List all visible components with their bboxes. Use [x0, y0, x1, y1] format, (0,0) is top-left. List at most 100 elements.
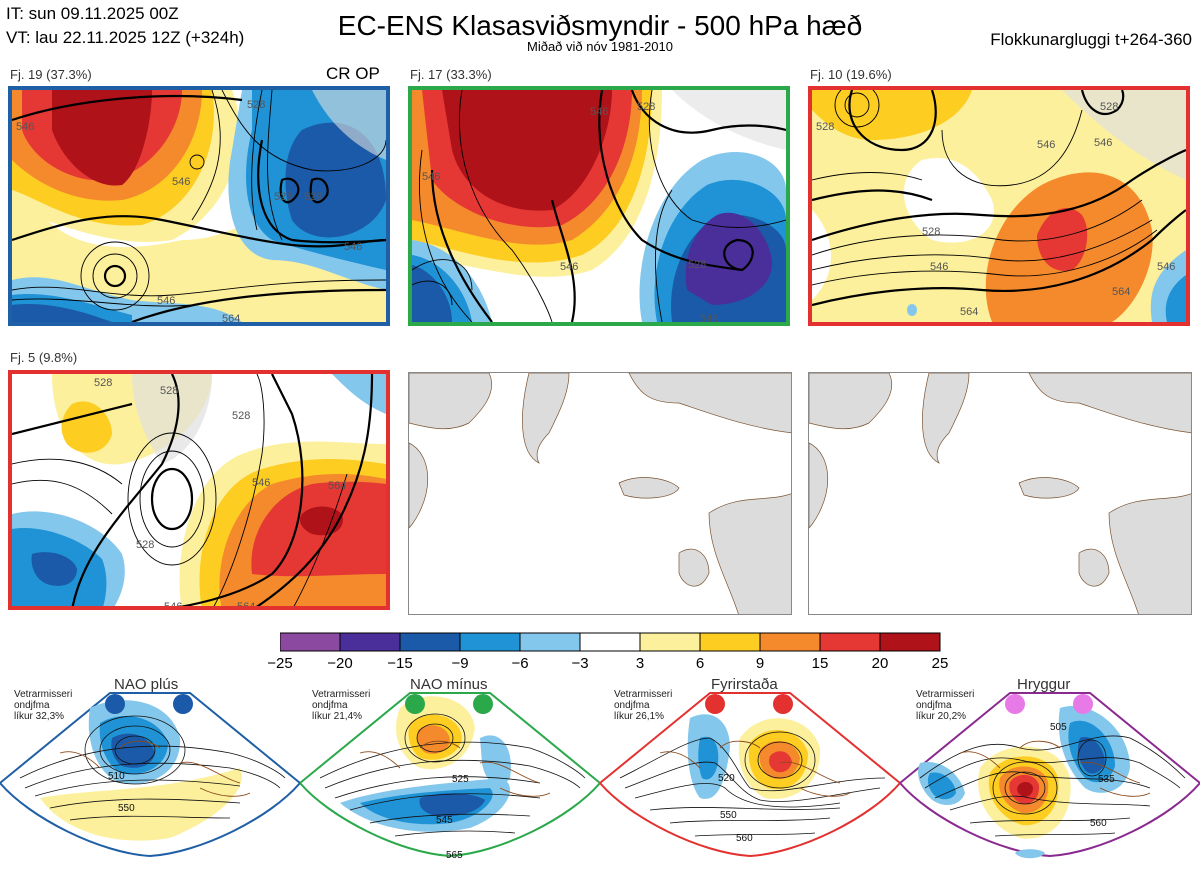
colorbar-tick-label: −9 [451, 655, 469, 672]
contour-label: 546 [344, 241, 362, 253]
regime-contour-label: 520 [718, 773, 735, 784]
regime-contour-label: 560 [1090, 818, 1107, 829]
regime-contour-label: 550 [118, 803, 135, 814]
colorbar-tick-label: 3 [635, 655, 645, 672]
contour-label: 528 [232, 410, 250, 422]
regime-info-2: Vetrarmisseri ondjfma líkur 21,4% [312, 689, 371, 722]
colorbar-tick-label: −15 [387, 655, 413, 672]
valid-time: VT: lau 22.11.2025 12Z (+324h) [6, 28, 245, 47]
cluster-map-2: 546 546 528 528 546 546 [412, 90, 786, 322]
regime-map-nao-minus: 525 545 565 [300, 692, 600, 861]
colorbar-swatch [339, 632, 401, 652]
contour-label: 546 [700, 313, 718, 322]
regime-map-blocking: 520 550 560 [600, 692, 900, 858]
regime-contour-label: 525 [452, 774, 469, 785]
panel-label-3: Fj. 10 (19.6%) [810, 67, 892, 82]
contour-label: 528 [688, 259, 706, 271]
contour-label: 528 [160, 385, 178, 397]
contour-label: 528 [1100, 101, 1118, 113]
colorbar-tick-label: 6 [695, 655, 705, 672]
colorbar-swatch [280, 632, 341, 652]
contour-label: 546 [1094, 137, 1112, 149]
panel-label-4: Fj. 5 (9.8%) [10, 350, 78, 365]
empty-map-1 [409, 373, 791, 614]
panel-label-2: Fj. 17 (33.3%) [410, 67, 492, 82]
regime-contour-label: 550 [720, 810, 737, 821]
cluster-panel-2: 546 546 528 528 546 546 [408, 86, 790, 326]
regime-contour-label: 565 [446, 850, 463, 861]
contour-label: 546 [1157, 261, 1175, 273]
colorbar-swatch [519, 632, 581, 652]
colorbar-tick-label: 25 [931, 655, 949, 672]
contour-label: 528 [304, 191, 322, 203]
regime-title-3: Fyrirstaða [711, 676, 778, 693]
contour-label: 528 [247, 99, 265, 111]
colorbar-tick-label: 9 [755, 655, 765, 672]
contour-label: 546 [172, 176, 190, 188]
contour-label: 528 [136, 539, 154, 551]
empty-map-panel-2 [808, 372, 1192, 615]
regime-contour-label: 545 [436, 815, 453, 826]
regime-title-4: Hryggur [1017, 676, 1071, 693]
contour-label: 546 [422, 171, 440, 183]
contour-label: 546 [1037, 139, 1055, 151]
colorbar-tick-label: 15 [811, 655, 829, 672]
empty-map-2 [809, 373, 1191, 614]
cluster-panel-4: 528 528 528 546 564 528 546 564 [8, 370, 390, 610]
contour-label: 528 [94, 377, 112, 389]
regime-contour-label: 510 [108, 771, 125, 782]
cluster-map-3: 546 528 546 528 546 564 546 564 528 [812, 90, 1186, 322]
page-title: EC-ENS Klasasviðsmyndir - 500 hPa hæð [337, 10, 863, 41]
colorbar-swatch [879, 632, 941, 652]
contour-label: 546 [252, 477, 270, 489]
regime-map-ridge: 505 535 560 [900, 692, 1200, 859]
colorbar-tick-label: −3 [571, 655, 589, 672]
colorbar-swatch [699, 632, 761, 652]
cluster-map-1: 546 546 546 528 528 528 546 564 [12, 90, 386, 322]
anomaly-colorbar [280, 632, 941, 652]
contour-label: 564 [328, 480, 346, 492]
colorbar-swatch [819, 632, 881, 652]
colorbar-tick-label: −25 [267, 655, 293, 672]
contour-label: 528 [816, 121, 834, 133]
colorbar-tick-label: 20 [871, 655, 889, 672]
classification-window: Flokkunargluggi t+264-360 [990, 30, 1192, 49]
contour-label: 546 [157, 295, 175, 307]
regime-info-3: Vetrarmisseri ondjfma líkur 26,1% [614, 689, 673, 722]
empty-map-panel-1 [408, 372, 792, 615]
cluster-panel-3: 546 528 546 528 546 564 546 564 528 [808, 86, 1190, 326]
regime-contour-label: 560 [736, 833, 753, 844]
panel-1-op-label: CR OP [326, 64, 380, 83]
regime-map-nao-plus: 510 550 [0, 692, 300, 858]
contour-label: 564 [237, 601, 255, 610]
contour-label: 564 [960, 306, 978, 318]
colorbar-swatch [639, 632, 701, 652]
colorbar-tick-label: −20 [327, 655, 353, 672]
colorbar-tick-label: −6 [511, 655, 529, 672]
regime-contour-label: 535 [1098, 774, 1115, 785]
contour-label: 564 [1112, 286, 1130, 298]
initial-time: IT: sun 09.11.2025 00Z [6, 4, 179, 23]
contour-label: 546 [16, 121, 34, 133]
contour-label: 546 [930, 261, 948, 273]
contour-label: 546 [164, 601, 182, 610]
regime-info-4: Vetrarmisseri ondjfma líkur 20,2% [916, 689, 975, 722]
contour-label: 546 [590, 106, 608, 118]
contour-label: 528 [637, 101, 655, 113]
colorbar-swatch [579, 632, 641, 652]
regime-title-1: NAO plús [114, 676, 179, 693]
cluster-map-4: 528 528 528 546 564 528 546 564 [12, 374, 386, 610]
regime-contour-label: 505 [1050, 722, 1067, 733]
panel-label-1: Fj. 19 (37.3%) [10, 67, 92, 82]
page-subtitle: Miðað við nóv 1981-2010 [527, 39, 673, 54]
contour-label: 528 [922, 226, 940, 238]
colorbar-swatch [759, 632, 821, 652]
contour-label: 528 [274, 191, 292, 203]
regime-title-2: NAO mínus [410, 676, 488, 693]
colorbar-swatch [399, 632, 461, 652]
cluster-panel-1: 546 546 546 528 528 528 546 564 [8, 86, 390, 326]
contour-label: 546 [560, 261, 578, 273]
colorbar-swatch [459, 632, 521, 652]
regime-info-1: Vetrarmisseri ondjfma líkur 32,3% [14, 689, 73, 722]
contour-label: 564 [222, 313, 240, 322]
